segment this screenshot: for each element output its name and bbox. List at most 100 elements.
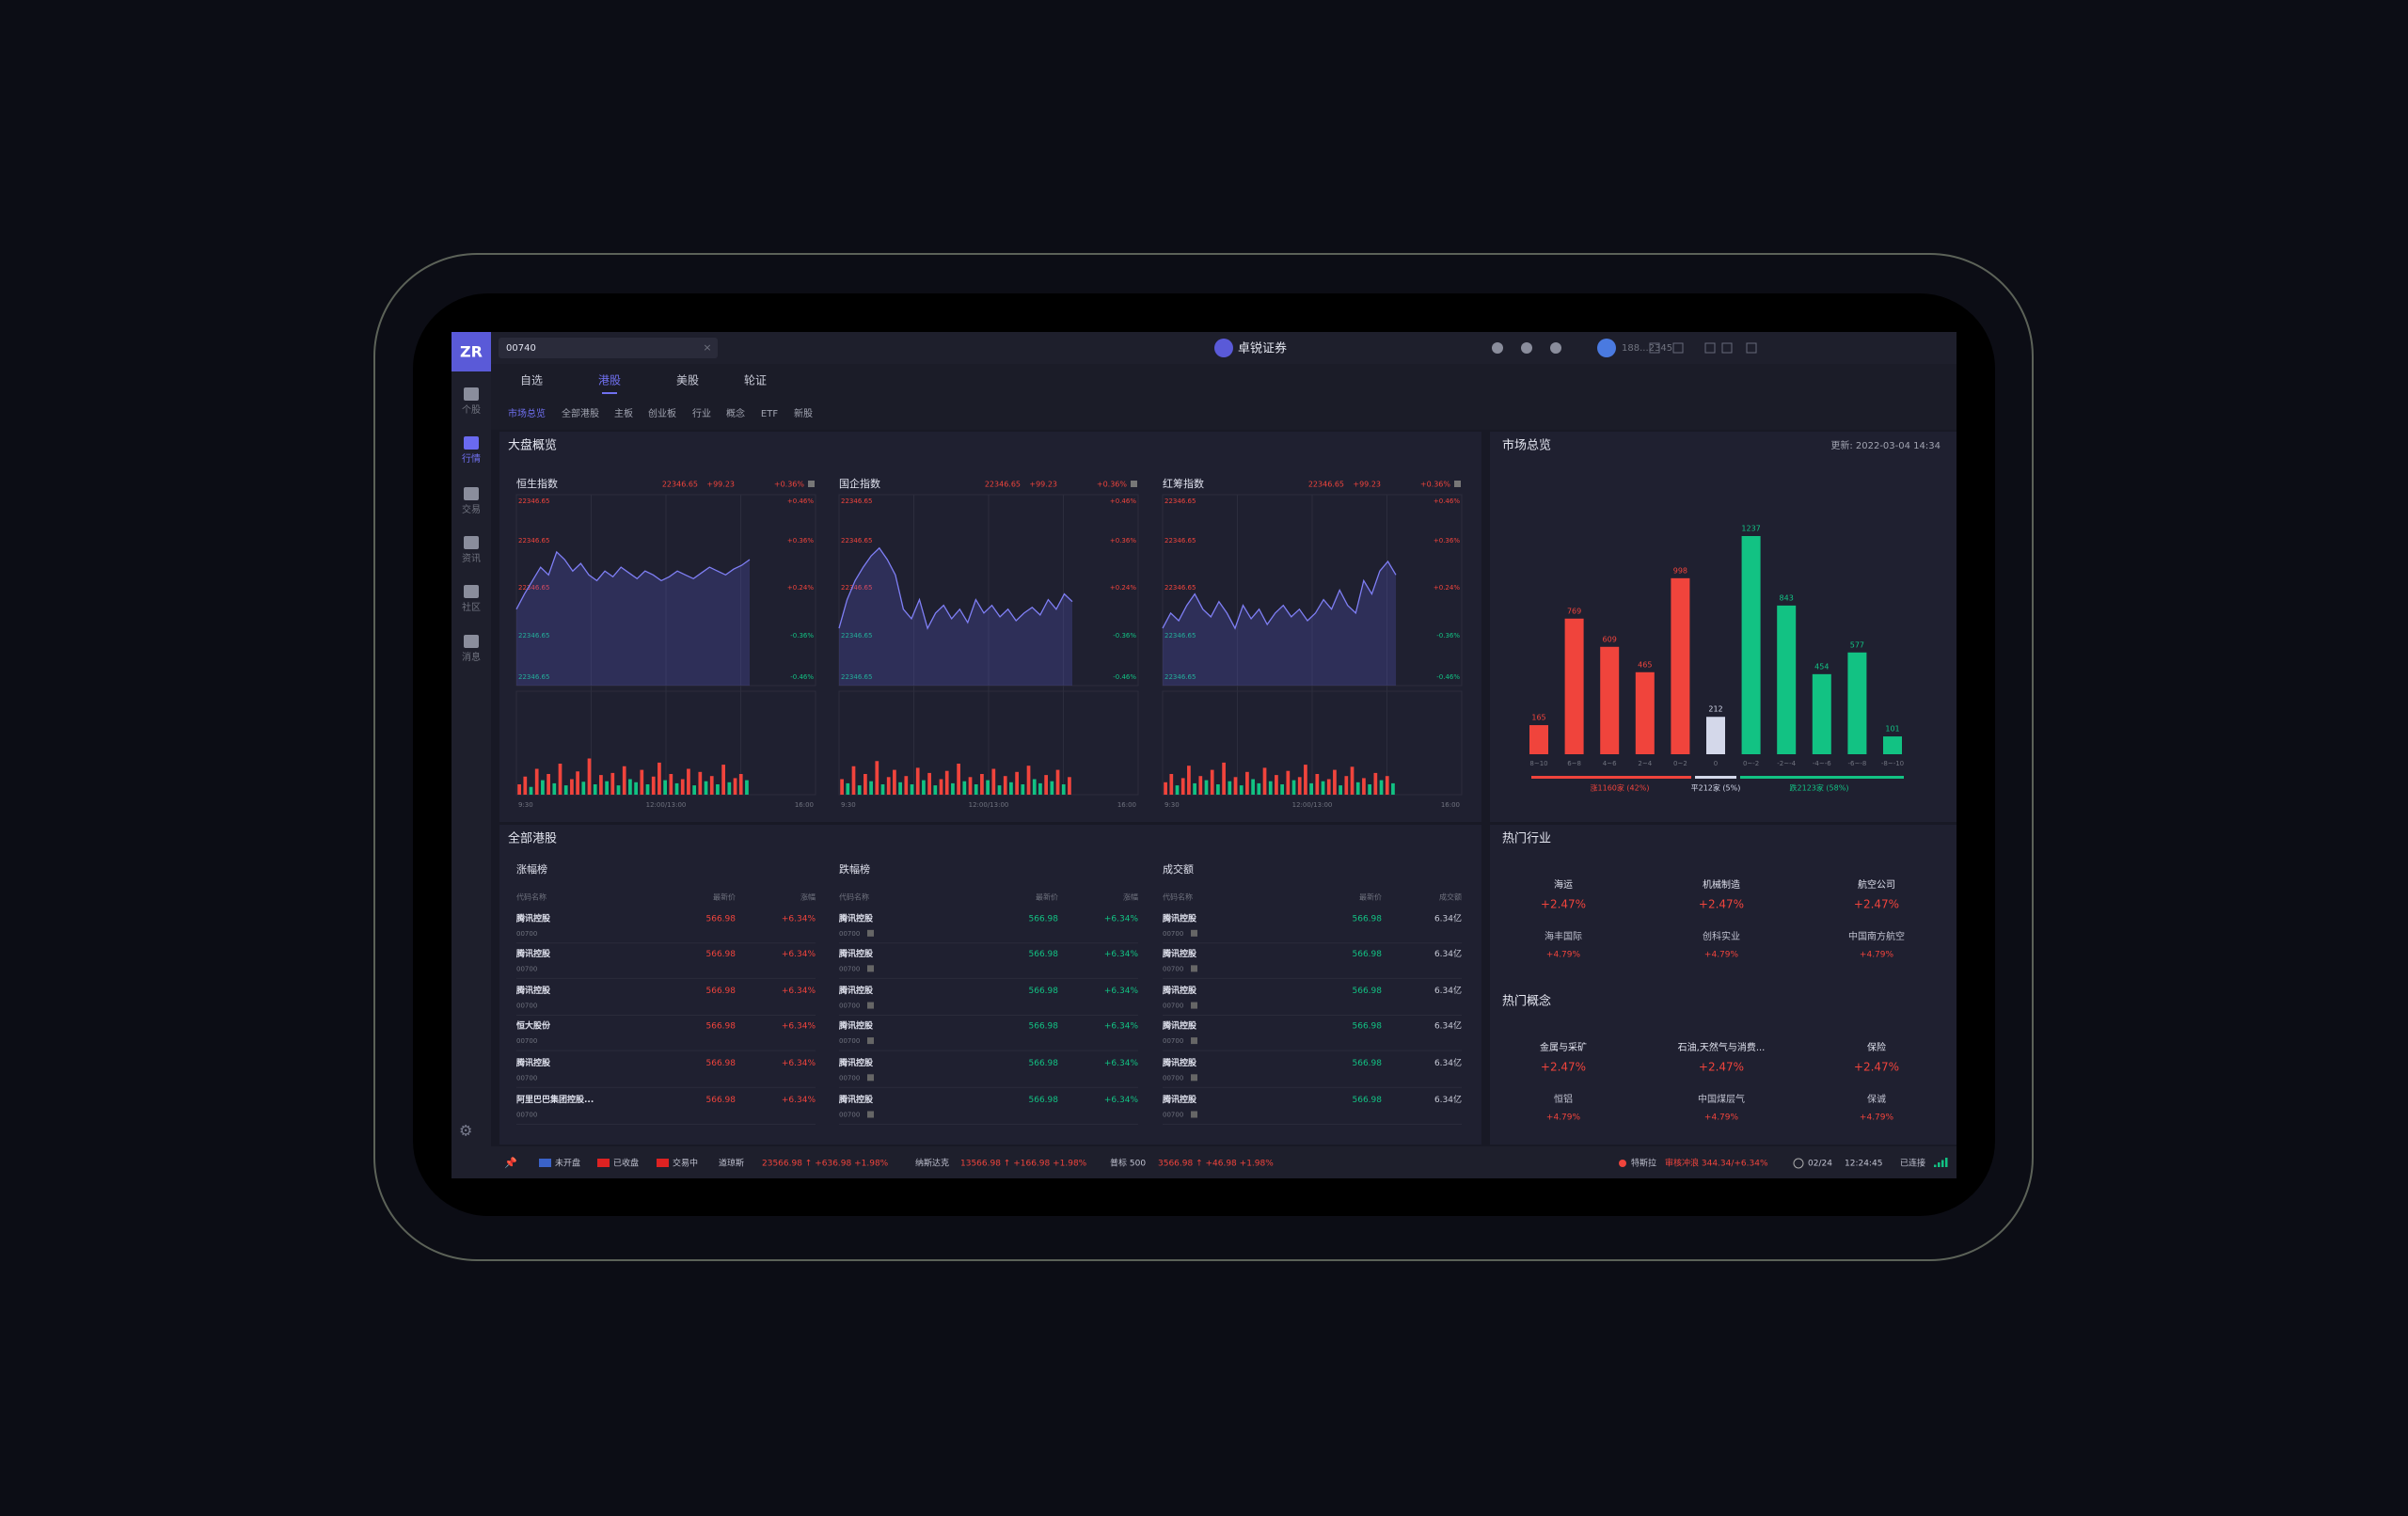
settings-icon[interactable]: ⚙: [459, 1122, 472, 1140]
stock-name[interactable]: 腾讯控股: [1162, 1020, 1197, 1032]
stock-code: 00700: [839, 1037, 860, 1045]
volume-bar: [704, 781, 708, 795]
stock-name[interactable]: 腾讯控股: [515, 985, 551, 996]
hot-name[interactable]: 金属与采矿: [1540, 1041, 1587, 1053]
subtab[interactable]: 全部港股: [562, 407, 599, 419]
subtab[interactable]: 创业板: [648, 407, 676, 419]
bar-category: -8~-10: [1881, 760, 1904, 767]
window-control[interactable]: [1649, 342, 1660, 354]
sidebar-icon[interactable]: [464, 387, 479, 401]
window-control[interactable]: [1704, 342, 1716, 354]
list-header: 涨幅: [800, 892, 816, 902]
subtab[interactable]: 概念: [726, 407, 745, 419]
bar-category: -4~-6: [1813, 760, 1831, 767]
search-text[interactable]: 00740: [506, 343, 536, 354]
stock-name[interactable]: 腾讯控股: [838, 985, 874, 996]
hot-pct: +2.47%: [1699, 898, 1744, 911]
volume-bar: [547, 774, 550, 795]
toolbar-icon[interactable]: [1492, 342, 1503, 354]
stock-change: 6.34亿: [1434, 1020, 1462, 1032]
search-clear[interactable]: ×: [703, 341, 711, 354]
stock-name[interactable]: 腾讯控股: [838, 1020, 874, 1032]
bar-value: 998: [1673, 566, 1687, 575]
tab[interactable]: 港股: [598, 374, 621, 387]
hot-pct: +2.47%: [1854, 1061, 1899, 1074]
volume-bar: [1245, 771, 1249, 795]
window-control[interactable]: [1672, 342, 1684, 354]
volume-bar: [1321, 781, 1325, 795]
stock-name[interactable]: 腾讯控股: [515, 912, 551, 924]
quote-value: 23566.98 ↑ +636.98 +1.98%: [762, 1160, 889, 1169]
stock-name[interactable]: 腾讯控股: [1162, 985, 1197, 996]
sidebar-label[interactable]: 行情: [462, 452, 481, 465]
volume-bar: [593, 784, 597, 795]
tab[interactable]: 自选: [520, 374, 543, 387]
bar: [1635, 671, 1655, 754]
window-control[interactable]: [1746, 342, 1757, 354]
volume-bar: [1344, 776, 1349, 795]
sidebar-icon[interactable]: [464, 635, 479, 648]
toolbar-icon[interactable]: [1521, 342, 1532, 354]
y-label: 22346.65: [1164, 584, 1196, 592]
hot-name[interactable]: 机械制造: [1703, 878, 1740, 891]
tab[interactable]: 美股: [676, 374, 699, 387]
stock-tag: [867, 1111, 874, 1118]
volume-bar: [898, 782, 902, 795]
bar-category: 0~2: [1673, 760, 1687, 767]
toolbar-icon[interactable]: [1550, 342, 1561, 354]
volume-bar: [1009, 782, 1013, 795]
sidebar-icon[interactable]: [464, 585, 479, 598]
stock-name[interactable]: 腾讯控股: [515, 1057, 551, 1068]
sidebar-label[interactable]: 交易: [462, 503, 481, 515]
index-icon: [1131, 481, 1137, 487]
volume-bar: [1044, 775, 1048, 795]
news-text[interactable]: 审核冲浪 344.34/+6.34%: [1665, 1158, 1768, 1169]
subtab[interactable]: 市场总览: [508, 407, 546, 419]
sidebar-label[interactable]: 社区: [462, 601, 481, 613]
hot-name[interactable]: 石油,天然气与消费...: [1678, 1041, 1766, 1053]
bar: [1777, 605, 1797, 754]
status-time: 12:24:45: [1845, 1160, 1882, 1169]
user-avatar[interactable]: [1597, 339, 1616, 357]
sidebar-label[interactable]: 个股: [462, 404, 481, 416]
flag-icon: [597, 1159, 610, 1167]
sidebar-label[interactable]: 资讯: [462, 553, 481, 564]
stock-name[interactable]: 腾讯控股: [1162, 1057, 1197, 1068]
sidebar-label[interactable]: 消息: [462, 651, 481, 663]
stock-code: 00700: [516, 1003, 537, 1010]
stock-price: 566.98: [1029, 1022, 1059, 1032]
subtab[interactable]: 主板: [614, 407, 633, 419]
stock-name[interactable]: 腾讯控股: [838, 948, 874, 959]
volume-bar: [1032, 779, 1037, 795]
search-box[interactable]: [499, 338, 718, 358]
sidebar-icon[interactable]: [464, 536, 479, 549]
volume-bar: [1275, 775, 1278, 795]
index-area: [1163, 561, 1397, 686]
subtab[interactable]: 行业: [692, 407, 711, 419]
hot-name[interactable]: 保险: [1867, 1041, 1886, 1053]
index-price: 22346.65: [985, 481, 1021, 489]
stock-code: 00700: [839, 930, 860, 938]
stock-name[interactable]: 腾讯控股: [1162, 1094, 1197, 1105]
sidebar-icon[interactable]: [464, 436, 479, 450]
stock-name[interactable]: 腾讯控股: [838, 1094, 874, 1105]
stock-name[interactable]: 腾讯控股: [515, 948, 551, 959]
volume-bar: [1198, 776, 1203, 795]
subtab[interactable]: 新股: [794, 407, 813, 419]
stock-name[interactable]: 恒大股份: [516, 1020, 551, 1032]
stock-name[interactable]: 腾讯控股: [838, 1057, 874, 1068]
window-control[interactable]: [1721, 342, 1733, 354]
logo-box: [452, 332, 491, 371]
stock-name[interactable]: 腾讯控股: [1162, 948, 1197, 959]
y-label: 22346.65: [518, 497, 549, 505]
stock-name[interactable]: 阿里巴巴集团控股...: [516, 1094, 594, 1105]
sidebar-icon[interactable]: [464, 487, 479, 500]
stock-name[interactable]: 腾讯控股: [1162, 912, 1197, 924]
subtab[interactable]: ETF: [761, 409, 778, 419]
stock-name[interactable]: 腾讯控股: [838, 912, 874, 924]
hot-name[interactable]: 航空公司: [1858, 878, 1895, 891]
list-header: 代码名称: [839, 892, 869, 902]
hot-name[interactable]: 海运: [1554, 878, 1573, 891]
tab[interactable]: 轮证: [744, 374, 767, 387]
volume-bar: [915, 767, 920, 795]
